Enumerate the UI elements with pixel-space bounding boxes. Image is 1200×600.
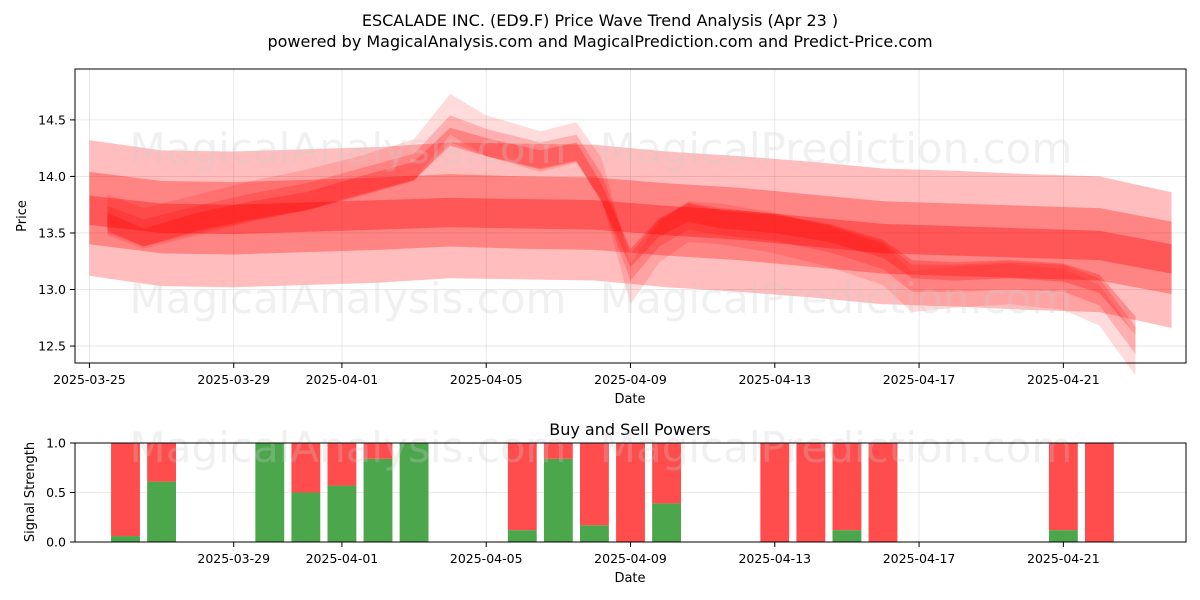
signal-y-tick-label-2: 1.0 <box>46 436 66 451</box>
buy-bar-2 <box>255 443 285 542</box>
buy-bar-16 <box>1048 530 1078 542</box>
sell-bar-9 <box>580 443 609 526</box>
price-y-tick-label-2: 13.5 <box>38 225 66 240</box>
price-x-tick-label-5: 2025-04-13 <box>738 372 811 387</box>
sell-bar-16 <box>1048 443 1078 531</box>
signal-x-tick-label-0: 2025-03-29 <box>197 551 270 566</box>
buy-bar-6 <box>399 443 429 542</box>
sell-bar-0 <box>111 443 140 537</box>
buy-bar-5 <box>363 458 393 542</box>
signal-y-tick-label-1: 0.5 <box>46 485 66 500</box>
sell-bar-13 <box>796 443 826 542</box>
signal-x-tick-label-2: 2025-04-05 <box>450 551 523 566</box>
sell-bar-8 <box>543 443 573 459</box>
sell-bar-15 <box>868 443 898 542</box>
price-x-tick-label-0: 2025-03-25 <box>53 372 126 387</box>
sub-title: powered by MagicalAnalysis.com and Magic… <box>267 32 932 51</box>
watermark-analysis-top: MagicalAnalysis.com <box>130 124 567 173</box>
buy-bar-3 <box>291 492 321 542</box>
buy-bar-4 <box>327 485 357 542</box>
price-x-label: Date <box>614 392 645 407</box>
buy-bar-1 <box>147 481 176 542</box>
signal-x-label: Date <box>614 571 645 586</box>
signal-title: Buy and Sell Powers <box>549 420 711 439</box>
price-wave-band-1 <box>89 171 1172 295</box>
watermark-analysis-bottom: MagicalAnalysis.com <box>130 274 567 323</box>
buy-bar-9 <box>580 525 609 542</box>
buy-bar-8 <box>543 458 573 542</box>
sell-bar-12 <box>760 443 790 542</box>
price-y-tick-label-1: 13.0 <box>38 282 66 297</box>
sell-bar-4 <box>327 443 357 486</box>
sell-bar-14 <box>832 443 862 531</box>
signal-x-tick-label-5: 2025-04-17 <box>883 551 956 566</box>
watermark-prediction-signal: MagicalPrediction.com <box>600 423 1073 472</box>
price-x-tick-label-4: 2025-04-09 <box>594 372 667 387</box>
price-panel: MagicalAnalysis.com MagicalPrediction.co… <box>15 68 1187 407</box>
price-wave-band-0 <box>89 140 1172 328</box>
buy-bar-0 <box>111 536 140 542</box>
sell-bar-17 <box>1085 443 1114 542</box>
sell-bar-3 <box>291 443 321 493</box>
price-wave-band-2 <box>89 195 1172 274</box>
sell-bar-10 <box>616 443 645 542</box>
signal-x-tick-label-4: 2025-04-13 <box>738 551 811 566</box>
sell-bar-5 <box>363 443 393 459</box>
price-wave-band-5 <box>107 127 1136 335</box>
buy-bar-14 <box>832 530 862 542</box>
price-x-tick-label-6: 2025-04-17 <box>883 372 956 387</box>
price-x-tick-label-3: 2025-04-05 <box>450 372 523 387</box>
signal-x-tick-label-6: 2025-04-21 <box>1027 551 1100 566</box>
watermark-prediction-bottom: MagicalPrediction.com <box>600 274 1073 323</box>
price-y-tick-label-4: 14.5 <box>38 112 66 127</box>
price-wave-band-4 <box>107 93 1136 376</box>
buy-bar-11 <box>652 503 681 542</box>
price-x-tick-label-2: 2025-04-01 <box>306 372 379 387</box>
main-title: ESCALADE INC. (ED9.F) Price Wave Trend A… <box>362 11 838 30</box>
price-y-tick-label-3: 14.0 <box>38 169 66 184</box>
price-y-tick-label-0: 12.5 <box>38 339 66 354</box>
signal-y-label: Signal Strength <box>23 442 38 542</box>
signal-y-tick-label-0: 0.0 <box>46 535 66 550</box>
buy-bar-7 <box>507 530 537 542</box>
watermark-analysis-signal: MagicalAnalysis.com <box>130 423 567 472</box>
price-x-tick-label-7: 2025-04-21 <box>1027 372 1100 387</box>
price-wave-band-3 <box>107 115 1136 354</box>
signal-x-tick-label-3: 2025-04-09 <box>594 551 667 566</box>
signal-x-tick-label-1: 2025-04-01 <box>306 551 379 566</box>
sell-bar-11 <box>652 443 681 504</box>
sell-bar-1 <box>147 443 176 482</box>
price-y-label: Price <box>15 200 30 232</box>
sell-bar-7 <box>507 443 537 531</box>
price-x-tick-label-1: 2025-03-29 <box>197 372 270 387</box>
watermark-prediction-top: MagicalPrediction.com <box>600 124 1073 173</box>
signal-panel: Buy and Sell Powers MagicalAnalysis.com … <box>23 420 1187 586</box>
